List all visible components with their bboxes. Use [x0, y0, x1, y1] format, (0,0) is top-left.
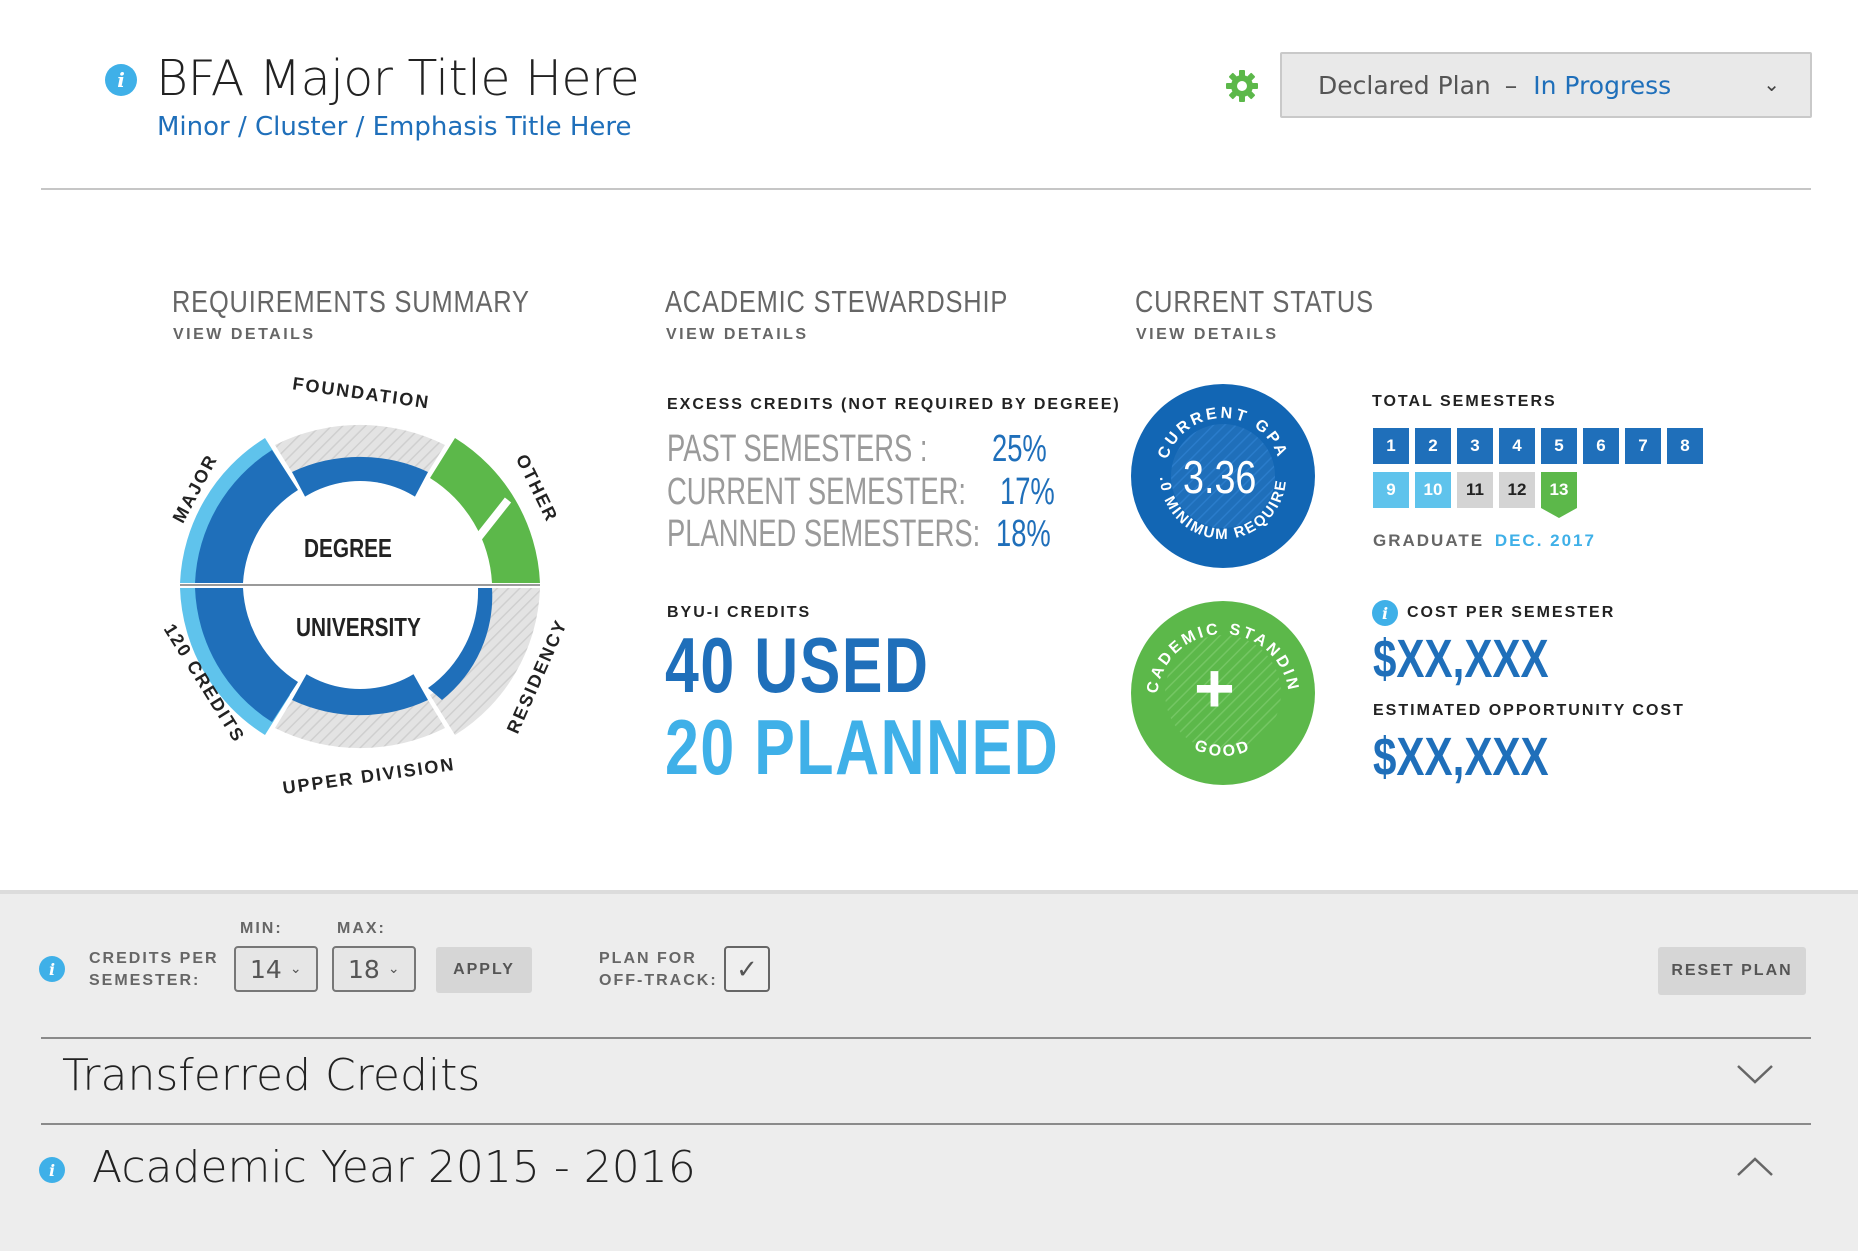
chevron-down-icon: ⌄	[387, 961, 400, 977]
max-credits-select[interactable]: 18 ⌄	[332, 946, 416, 992]
standing-bottom-label: GOOD	[1192, 737, 1251, 760]
transferred-credits-header[interactable]: Transferred Credits	[62, 1050, 481, 1101]
semester-5[interactable]: 5	[1541, 428, 1577, 464]
excess-credits-label: EXCESS CREDITS (NOT REQUIRED BY DEGREE)	[667, 396, 1121, 413]
minor-title[interactable]: Minor / Cluster / Emphasis Title Here	[157, 112, 632, 142]
semester-8[interactable]: 8	[1667, 428, 1703, 464]
semester-2[interactable]: 2	[1415, 428, 1451, 464]
credits-planned: 20 PLANNED	[665, 703, 1060, 791]
plan-select[interactable]: Declared Plan – In Progress ⌄	[1280, 52, 1812, 118]
plan-select-separator: –	[1504, 70, 1518, 100]
semester-3[interactable]: 3	[1457, 428, 1493, 464]
semester-13[interactable]: 13	[1541, 472, 1577, 518]
divider	[41, 1037, 1811, 1039]
semester-1[interactable]: 1	[1373, 428, 1409, 464]
semester-9[interactable]: 9	[1373, 472, 1409, 508]
graduate-date: DEC. 2017	[1494, 531, 1596, 550]
graduate-label: GRADUATE	[1373, 531, 1485, 550]
standing-plus-icon: +	[1194, 649, 1235, 727]
donut-center-university: UNIVERSITY	[296, 612, 421, 642]
semester-4[interactable]: 4	[1499, 428, 1535, 464]
semester-7[interactable]: 7	[1625, 428, 1661, 464]
byui-credits-label: BYU-I CREDITS	[667, 604, 812, 621]
chevron-down-icon: ⌄	[289, 961, 302, 977]
status-title: CURRENT STATUS	[1135, 284, 1374, 319]
gpa-value: 3.36	[1183, 451, 1257, 503]
semester-10[interactable]: 10	[1415, 472, 1451, 508]
requirements-view-details-link[interactable]: VIEW DETAILS	[173, 326, 316, 343]
donut-center-degree: DEGREE	[304, 533, 392, 563]
chevron-up-icon[interactable]	[1736, 1148, 1774, 1188]
info-icon[interactable]: i	[39, 956, 65, 982]
chevron-down-icon: ⌄	[1763, 72, 1780, 96]
apply-button[interactable]: APPLY	[436, 947, 532, 993]
status-view-details-link[interactable]: VIEW DETAILS	[1136, 326, 1279, 343]
off-track-label: PLAN FOR OFF-TRACK:	[599, 950, 718, 989]
graduate-line: GRADUATE DEC. 2017	[1373, 531, 1596, 551]
off-track-checkbox[interactable]: ✓	[724, 946, 770, 992]
max-label: MAX:	[337, 920, 386, 937]
current-semester-label: CURRENT SEMESTER:	[667, 471, 966, 513]
plan-select-label: Declared Plan	[1318, 70, 1491, 100]
chevron-down-icon[interactable]	[1736, 1055, 1774, 1095]
divider	[41, 1123, 1811, 1125]
total-semesters-label: TOTAL SEMESTERS	[1372, 393, 1557, 410]
cost-per-semester-value: $XX,XXX	[1373, 629, 1549, 689]
reset-plan-button[interactable]: RESET PLAN	[1658, 947, 1806, 995]
requirements-donut	[160, 370, 560, 790]
divider	[41, 188, 1811, 190]
info-icon[interactable]: i	[1372, 600, 1398, 626]
gear-icon[interactable]	[1224, 68, 1260, 104]
info-icon[interactable]: i	[39, 1157, 65, 1183]
credits-per-semester-label: CREDITS PER SEMESTER:	[89, 950, 219, 989]
requirements-title: REQUIREMENTS SUMMARY	[172, 284, 530, 319]
opportunity-cost-label: ESTIMATED OPPORTUNITY COST	[1373, 702, 1685, 719]
svg-text:GOOD: GOOD	[1192, 737, 1254, 760]
info-icon[interactable]: i	[105, 64, 137, 96]
cost-per-semester-label: COST PER SEMESTER	[1407, 604, 1616, 621]
stewardship-view-details-link[interactable]: VIEW DETAILS	[666, 326, 809, 343]
semester-11[interactable]: 11	[1457, 472, 1493, 508]
past-semesters-value: 25%	[992, 428, 1047, 470]
semester-6[interactable]: 6	[1583, 428, 1619, 464]
planned-semesters-label: PLANNED SEMESTERS:	[667, 513, 981, 555]
semester-12[interactable]: 12	[1499, 472, 1535, 508]
academic-year-header[interactable]: Academic Year 2015 - 2016	[92, 1142, 696, 1193]
min-credits-select[interactable]: 14 ⌄	[234, 946, 318, 992]
current-semester-value: 17%	[1000, 471, 1055, 513]
major-title: BFA Major Title Here	[156, 50, 640, 107]
gpa-badge: CURRENT GPA (2.0 MINIMUM REQUIRED)	[1124, 370, 1316, 569]
opportunity-cost-value: $XX,XXX	[1373, 727, 1549, 787]
planned-semesters-value: 18%	[996, 513, 1051, 555]
credits-used: 40 USED	[665, 621, 930, 709]
stewardship-title: ACADEMIC STEWARDSHIP	[665, 284, 1009, 319]
min-label: MIN:	[240, 920, 283, 937]
plan-status: In Progress	[1533, 70, 1672, 100]
past-semesters-label: PAST SEMESTERS :	[667, 428, 928, 470]
